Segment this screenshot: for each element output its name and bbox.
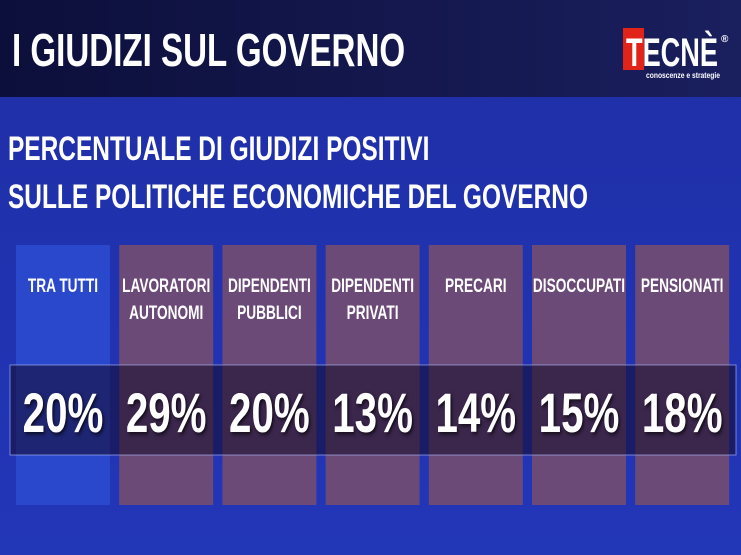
column-value-group: 13%	[332, 383, 413, 445]
column-value: 13%	[332, 383, 413, 445]
title: I GIUDIZI SUL GOVERNO	[12, 26, 405, 76]
column-value: 15%	[539, 383, 620, 445]
column-label: DIPENDENTI	[228, 275, 311, 297]
column-label-group: AUTONOMI	[129, 302, 203, 324]
column-label-group: PRECARI	[445, 275, 507, 297]
logo-tagline: conoscenze e strategie	[646, 71, 720, 80]
column-label: PRIVATI	[347, 302, 399, 324]
column-label-group: TRA TUTTI	[28, 275, 98, 297]
column-value: 18%	[642, 383, 723, 445]
header-bar	[0, 0, 741, 97]
column-label-group: PUBBLICI	[237, 302, 302, 324]
value-band	[9, 364, 737, 456]
column-value-group: 20%	[229, 383, 310, 445]
subtitle: PERCENTUALE DI GIUDIZI POSITIVI	[8, 130, 429, 168]
column-label-group: DIPENDENTI	[331, 275, 414, 297]
column-value: 29%	[126, 383, 207, 445]
subtitle-group: PERCENTUALE DI GIUDIZI POSITIVI	[8, 130, 429, 168]
column-label-group: PRIVATI	[347, 302, 399, 324]
column-label: TRA TUTTI	[28, 275, 98, 297]
subtitle: SULLE POLITICHE ECONOMICHE DEL GOVERNO	[8, 178, 588, 216]
column-label: PENSIONATI	[641, 275, 724, 297]
column-value: 20%	[23, 383, 104, 445]
column-label: PUBBLICI	[237, 302, 302, 324]
title-group: I GIUDIZI SUL GOVERNO	[12, 26, 405, 76]
column-label-group: PENSIONATI	[641, 275, 724, 297]
column-label-group: LAVORATORI	[122, 275, 210, 297]
column-label: PRECARI	[445, 275, 507, 297]
column-label: DISOCCUPATI	[533, 275, 625, 297]
logo-mark: ®	[721, 34, 729, 45]
logo-box	[623, 28, 644, 70]
logo-name: TECNÈ	[626, 30, 718, 75]
column-value-group: 29%	[126, 383, 207, 445]
subtitle-group: SULLE POLITICHE ECONOMICHE DEL GOVERNO	[8, 178, 588, 216]
column-value-group: 18%	[642, 383, 723, 445]
column-label: LAVORATORI	[122, 275, 210, 297]
column-value: 14%	[435, 383, 516, 445]
column-value: 20%	[229, 383, 310, 445]
column-label-group: DISOCCUPATI	[533, 275, 625, 297]
column-value-group: 15%	[539, 383, 620, 445]
column-label-group: DIPENDENTI	[228, 275, 311, 297]
column-label: AUTONOMI	[129, 302, 203, 324]
column-value-group: 14%	[435, 383, 516, 445]
column-value-group: 20%	[23, 383, 104, 445]
column-label: DIPENDENTI	[331, 275, 414, 297]
